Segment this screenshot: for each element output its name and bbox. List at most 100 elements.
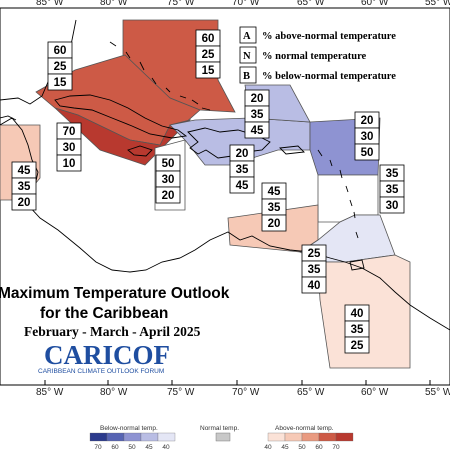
prob-below: 40 xyxy=(308,280,321,292)
colorbar-normal-swatch xyxy=(215,432,231,442)
colorbar-swatch xyxy=(106,432,125,442)
prob-below: 20 xyxy=(162,190,175,202)
prob-box-guianas: 40 35 25 xyxy=(344,304,370,354)
key-row-above: A % above-normal temperature xyxy=(239,26,396,44)
lon-label-bottom: 75° W xyxy=(167,387,195,398)
colorbar-above-label: Above-normal temp. xyxy=(275,425,334,432)
prob-normal: 35 xyxy=(386,184,399,196)
prob-below: 45 xyxy=(236,180,249,192)
lon-label-top: 85° W xyxy=(36,0,64,8)
logo-subtitle: CARIBBEAN CLIMATE OUTLOOK FORUM xyxy=(38,368,164,375)
colorbar-tick: 50 xyxy=(128,444,136,450)
prob-normal: 35 xyxy=(251,109,264,121)
region-polygons xyxy=(0,19,411,369)
prob-box-leeward-north: 20 30 50 xyxy=(354,111,380,161)
prob-above: 40 xyxy=(351,308,364,320)
prob-cell-bg xyxy=(344,336,370,354)
coast-puerto-rico xyxy=(279,145,305,155)
prob-above: 20 xyxy=(251,93,264,105)
prob-above: 20 xyxy=(361,115,374,127)
colorbar-tick: 40 xyxy=(162,444,170,450)
prob-cell-bg xyxy=(155,186,181,204)
prob-box-leeward-south: 35 35 30 xyxy=(379,164,405,214)
prob-box-cuba: 60 25 15 xyxy=(47,41,73,91)
prob-normal: 35 xyxy=(351,324,364,336)
coast-central-america xyxy=(0,117,181,273)
colorbar-above-ticks: 40 45 50 60 70 xyxy=(264,444,340,450)
probability-boxes: 6025156025157030104535205030202035452035… xyxy=(11,29,405,354)
prob-below: 20 xyxy=(268,218,281,230)
prob-normal: 30 xyxy=(63,142,76,154)
bottom-longitude-labels: 85° W 80° W 75° W 70° W 65° W 60° W 55° … xyxy=(36,387,450,398)
lon-label-top: 60° W xyxy=(361,0,389,8)
prob-box-belize: 45 35 20 xyxy=(11,161,37,211)
prob-normal: 35 xyxy=(18,181,31,193)
prob-normal: 30 xyxy=(361,131,374,143)
prob-below: 20 xyxy=(18,197,31,209)
prob-cell-bg xyxy=(244,121,270,139)
colorbar-normal-label: Normal temp. xyxy=(200,425,239,432)
colorbar-swatch xyxy=(301,432,320,442)
prob-above: 70 xyxy=(63,126,76,138)
prob-cell-bg xyxy=(47,73,73,91)
prob-below: 45 xyxy=(251,125,264,137)
prob-normal: 35 xyxy=(236,164,249,176)
lon-label-top: 70° W xyxy=(232,0,260,8)
colorbar-swatch xyxy=(89,432,108,442)
colorbar-swatch xyxy=(267,432,286,442)
top-longitude-labels: 85° W 80° W 75° W 70° W 65° W 60° W 55° … xyxy=(36,0,450,8)
prob-below: 10 xyxy=(63,158,76,170)
colorbar-tick: 60 xyxy=(111,444,119,450)
prob-below: 30 xyxy=(386,200,399,212)
lon-label-bottom: 85° W xyxy=(36,387,64,398)
prob-above: 45 xyxy=(268,186,281,198)
region-hispaniola xyxy=(169,117,311,166)
key-label: % above-normal temperature xyxy=(262,31,396,42)
prob-below: 25 xyxy=(351,340,364,352)
map-frame xyxy=(0,7,450,386)
key-row-normal: N % normal temperature xyxy=(239,46,367,64)
colorbar-tick: 40 xyxy=(264,444,272,450)
colorbar-below-ticks: 70 60 50 45 40 xyxy=(94,444,170,450)
key-legend: A % above-normal temperature N % normal … xyxy=(239,26,396,84)
logo-text: CARICOF xyxy=(44,340,170,370)
prob-cell-bg xyxy=(195,61,221,79)
colorbar: Below-normal temp. Normal temp. Above-no… xyxy=(89,425,354,450)
prob-cell-bg xyxy=(379,196,405,214)
prob-above: 20 xyxy=(236,148,249,160)
prob-box-hispaniola-west: 50 30 20 xyxy=(155,154,181,204)
prob-below: 15 xyxy=(54,77,67,89)
prob-normal: 35 xyxy=(308,264,321,276)
colorbar-above-swatches xyxy=(267,432,354,442)
colorbar-tick: 50 xyxy=(298,444,306,450)
lon-label-bottom: 60° W xyxy=(361,387,389,398)
coast-lesser-antilles xyxy=(317,149,359,239)
prob-box-cayman-jamaica: 70 30 10 xyxy=(56,122,82,172)
prob-above: 60 xyxy=(202,33,215,45)
coast-bahamas xyxy=(109,41,211,111)
colorbar-below-label: Below-normal temp. xyxy=(100,425,158,432)
lon-label-bottom: 65° W xyxy=(297,387,325,398)
coast-trinidad xyxy=(349,259,365,271)
prob-above: 25 xyxy=(308,248,321,260)
prob-cell-bg xyxy=(56,154,82,172)
lon-label-top: 65° W xyxy=(297,0,325,8)
colorbar-swatch xyxy=(284,432,303,442)
prob-above: 50 xyxy=(162,158,175,170)
longitude-ticks xyxy=(44,380,431,385)
colorbar-tick: 45 xyxy=(145,444,153,450)
prob-above: 60 xyxy=(54,45,67,57)
prob-box-hispaniola: 20 35 45 xyxy=(229,144,255,194)
lon-label-bottom: 70° W xyxy=(232,387,260,398)
prob-box-bahamas: 60 25 15 xyxy=(195,29,221,79)
colorbar-below-swatches xyxy=(89,432,176,442)
prob-cell-bg xyxy=(261,214,287,232)
prob-box-abc-islands: 45 35 20 xyxy=(261,182,287,232)
prob-cell-bg xyxy=(229,176,255,194)
lon-label-top: 75° W xyxy=(167,0,195,8)
prob-normal: 35 xyxy=(268,202,281,214)
colorbar-tick: 70 xyxy=(94,444,102,450)
prob-box-turks-caicos: 20 35 45 xyxy=(244,89,270,139)
caricof-logo: CARICOF CARIBBEAN CLIMATE OUTLOOK FORUM xyxy=(38,340,170,375)
